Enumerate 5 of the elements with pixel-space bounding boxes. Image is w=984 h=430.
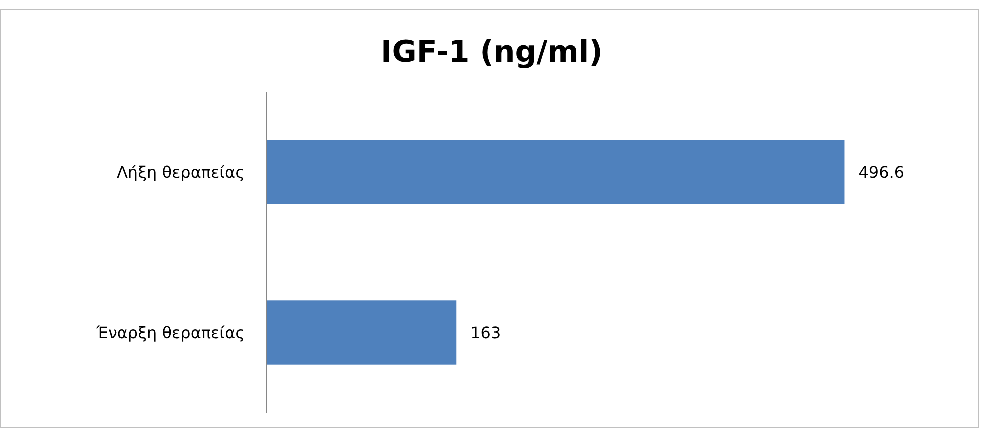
data-label: 496.6 — [858, 162, 905, 182]
data-label: 163 — [470, 323, 502, 342]
y-tick-label: Έναρξη θεραπείας — [96, 323, 245, 342]
y-tick-label: Λήξη θεραπείας — [116, 162, 245, 182]
chart-title: IGF-1 (ng/ml) — [381, 35, 603, 70]
